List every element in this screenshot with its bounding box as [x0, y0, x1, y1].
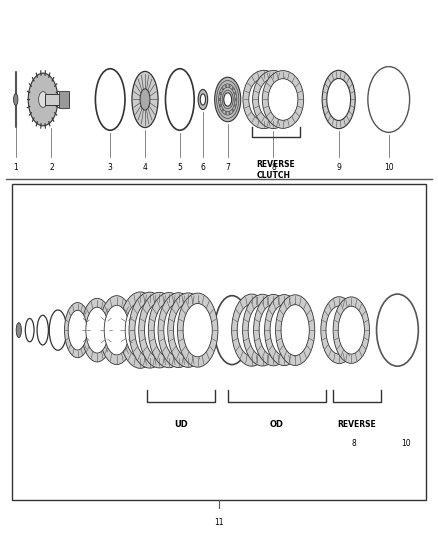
Ellipse shape [259, 304, 288, 356]
Ellipse shape [158, 293, 199, 368]
Ellipse shape [321, 297, 357, 364]
Text: REVERSE
CLUTCH: REVERSE CLUTCH [256, 160, 295, 180]
Ellipse shape [258, 78, 288, 120]
Ellipse shape [262, 70, 304, 128]
Ellipse shape [135, 303, 165, 358]
Text: OD: OD [270, 420, 284, 429]
Ellipse shape [86, 307, 109, 353]
Ellipse shape [49, 310, 67, 350]
Text: 8: 8 [271, 163, 276, 172]
Ellipse shape [145, 303, 174, 357]
Ellipse shape [132, 71, 158, 127]
Text: 4: 4 [143, 163, 148, 172]
Ellipse shape [265, 295, 304, 366]
Ellipse shape [225, 85, 226, 87]
Text: 3: 3 [108, 163, 113, 172]
Ellipse shape [37, 316, 48, 345]
Ellipse shape [28, 73, 58, 126]
Ellipse shape [99, 296, 134, 365]
Ellipse shape [25, 318, 34, 342]
Ellipse shape [229, 112, 230, 114]
Ellipse shape [235, 99, 237, 101]
Ellipse shape [125, 303, 155, 358]
Ellipse shape [270, 304, 298, 356]
Ellipse shape [249, 78, 279, 120]
Ellipse shape [198, 90, 208, 110]
Ellipse shape [327, 78, 350, 120]
Ellipse shape [232, 294, 272, 366]
Ellipse shape [229, 85, 230, 87]
Text: 1: 1 [14, 163, 18, 172]
Ellipse shape [68, 310, 87, 350]
Ellipse shape [234, 104, 236, 107]
Ellipse shape [14, 94, 18, 106]
Ellipse shape [243, 294, 283, 366]
Ellipse shape [368, 67, 410, 132]
Ellipse shape [377, 294, 418, 366]
Ellipse shape [166, 69, 194, 130]
FancyBboxPatch shape [45, 94, 69, 106]
Text: 8: 8 [352, 439, 356, 448]
Ellipse shape [268, 79, 298, 120]
Ellipse shape [322, 70, 355, 128]
Ellipse shape [129, 292, 170, 368]
Ellipse shape [148, 293, 190, 368]
Ellipse shape [276, 295, 315, 366]
Text: 9: 9 [336, 163, 341, 172]
Ellipse shape [248, 304, 277, 356]
Ellipse shape [326, 306, 352, 354]
Ellipse shape [220, 104, 221, 107]
Ellipse shape [16, 322, 21, 337]
Ellipse shape [333, 297, 370, 364]
Ellipse shape [119, 292, 161, 368]
Ellipse shape [253, 70, 294, 128]
Text: 11: 11 [214, 519, 224, 527]
Ellipse shape [243, 70, 285, 128]
Ellipse shape [281, 305, 309, 356]
Text: 10: 10 [401, 439, 411, 448]
Ellipse shape [39, 92, 47, 107]
Ellipse shape [225, 112, 226, 114]
Ellipse shape [219, 99, 220, 101]
Ellipse shape [64, 303, 91, 358]
Ellipse shape [154, 303, 184, 357]
Ellipse shape [164, 303, 193, 357]
Ellipse shape [215, 77, 241, 122]
Text: 2: 2 [49, 163, 54, 172]
Text: 7: 7 [225, 163, 230, 172]
Ellipse shape [232, 87, 233, 90]
Ellipse shape [234, 92, 236, 94]
Ellipse shape [224, 93, 232, 106]
Ellipse shape [254, 294, 293, 366]
Ellipse shape [81, 298, 113, 362]
Ellipse shape [232, 109, 233, 111]
Ellipse shape [237, 304, 266, 356]
Ellipse shape [140, 89, 150, 110]
Ellipse shape [222, 109, 223, 111]
Text: REVERSE: REVERSE [338, 420, 376, 429]
Text: 6: 6 [201, 163, 205, 172]
Ellipse shape [215, 296, 250, 365]
Ellipse shape [168, 293, 208, 367]
FancyBboxPatch shape [59, 91, 69, 108]
Ellipse shape [220, 92, 221, 94]
Ellipse shape [200, 94, 205, 105]
Text: 10: 10 [384, 163, 394, 172]
Ellipse shape [222, 87, 223, 90]
Bar [12, 184, 426, 500]
Ellipse shape [338, 306, 364, 354]
Text: 5: 5 [177, 163, 182, 172]
Ellipse shape [183, 303, 212, 357]
Ellipse shape [139, 292, 180, 368]
Ellipse shape [173, 303, 203, 357]
Ellipse shape [95, 69, 125, 130]
Ellipse shape [104, 305, 129, 355]
Ellipse shape [177, 293, 218, 367]
Text: UD: UD [174, 420, 188, 429]
